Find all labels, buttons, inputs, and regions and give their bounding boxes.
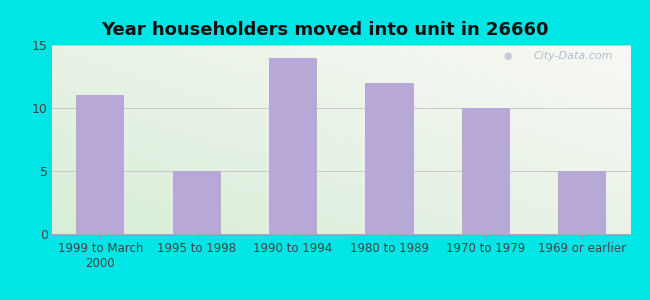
Text: Year householders moved into unit in 26660: Year householders moved into unit in 266…: [101, 21, 549, 39]
Text: City-Data.com: City-Data.com: [534, 51, 613, 61]
Text: ●: ●: [503, 51, 512, 61]
Bar: [172, 171, 221, 234]
Bar: [462, 108, 510, 234]
Bar: [76, 95, 124, 234]
Bar: [365, 83, 413, 234]
Bar: [558, 171, 606, 234]
Bar: [269, 58, 317, 234]
